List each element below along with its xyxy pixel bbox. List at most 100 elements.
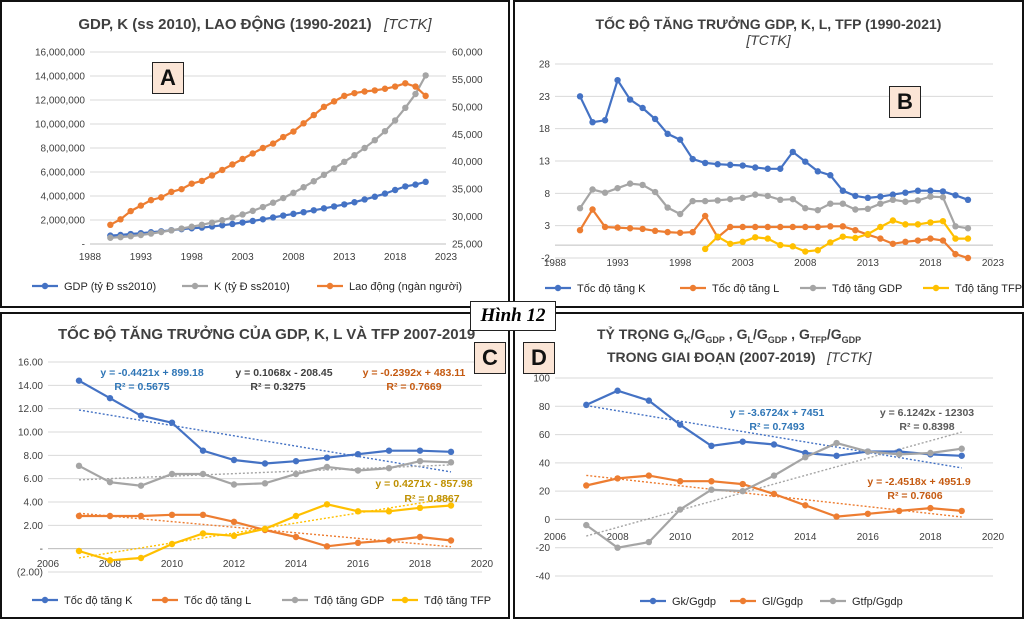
chart-d-x-tick-label: 2008 <box>606 532 629 543</box>
panel-c: TỐC ĐỘ TĂNG TRƯỞNG CỦA GDP, K, L VÀ TFP … <box>0 312 510 619</box>
chart-b-point-1 <box>952 250 959 258</box>
chart-b-point-0 <box>964 196 972 203</box>
chart-a-point-0 <box>310 207 317 214</box>
chart-a-point-1 <box>208 219 216 226</box>
chart-a-legend-label: GDP (tỷ Đ ss2010) <box>64 281 156 293</box>
chart-b-legend-label: Tốc độ tăng K <box>577 283 646 295</box>
chart-c-point-3 <box>385 508 393 515</box>
chart-b-point-2 <box>964 225 972 232</box>
chart-c-point-1 <box>137 512 145 520</box>
chart-c-legend-label: Tđộ tăng TFP <box>424 595 491 607</box>
chart-b-point-0 <box>802 158 809 165</box>
chart-c-point-2 <box>230 481 238 488</box>
chart-b-point-0 <box>676 136 684 143</box>
chart-a-point-0 <box>341 201 348 208</box>
chart-a-point-0 <box>371 193 378 200</box>
chart-b-point-0 <box>589 119 596 126</box>
chart-b-point-1 <box>939 237 947 244</box>
chart-a-point-1 <box>351 152 358 159</box>
chart-b-point-0 <box>814 168 821 175</box>
chart-c-point-2 <box>106 478 114 486</box>
chart-c-legend-label: Tđộ tăng GDP <box>314 595 384 607</box>
chart-a-point-2 <box>117 216 124 223</box>
chart-d-point-2 <box>927 449 934 457</box>
chart-a-y-tick-label: 10,000,000 <box>35 120 85 131</box>
chart-b-point-0 <box>576 93 584 100</box>
chart-b-point-3 <box>902 221 909 228</box>
chart-b-point-2 <box>676 210 684 218</box>
chart-c-point-0 <box>354 450 362 458</box>
chart-a-point-1 <box>117 233 124 241</box>
chart-b-point-3 <box>939 217 947 225</box>
chart-d-point-0 <box>958 452 965 459</box>
chart-b-x-tick-label: 2003 <box>732 258 755 269</box>
chart-c-point-0 <box>137 412 145 419</box>
chart-b-point-1 <box>701 212 709 220</box>
chart-a-point-2 <box>229 161 236 168</box>
chart-b-point-3 <box>802 248 809 255</box>
chart-a-point-0 <box>381 190 389 197</box>
chart-c-point-2 <box>385 464 393 472</box>
chart-c-point-3 <box>199 530 207 537</box>
chart-d-x-tick-label: 2016 <box>857 532 880 543</box>
chart-b-point-2 <box>777 196 784 203</box>
chart-a-y-tick-label: 8,000,000 <box>41 144 86 155</box>
chart-a-legend-label: K (tỷ Đ ss2010) <box>214 281 290 293</box>
chart-b-point-2 <box>914 197 922 204</box>
chart-b-x-tick-label: 1993 <box>606 258 629 269</box>
chart-b-x-tick-label: 1998 <box>669 258 692 269</box>
chart-d-point-2 <box>770 472 778 479</box>
chart-d-x-tick-label: 2014 <box>794 532 817 543</box>
chart-d-trend-equation: y = 6.1242x - 12303 <box>880 407 974 419</box>
chart-b-point-3 <box>952 235 959 242</box>
chart-a-point-2 <box>320 103 328 111</box>
chart-b-series-line-3 <box>704 219 968 253</box>
chart-a-point-2 <box>178 185 185 193</box>
chart-b-x-tick-label: 2008 <box>794 258 817 269</box>
chart-a-point-0 <box>300 209 307 216</box>
chart-b-x-tick-label: 1988 <box>544 258 567 269</box>
chart-a-point-2 <box>371 87 378 94</box>
chart-b-point-2 <box>939 194 947 201</box>
chart-b-point-2 <box>639 181 646 189</box>
chart-d-trend-equation: R² = 0.8398 <box>899 421 954 433</box>
chart-b-point-1 <box>927 235 934 242</box>
chart-d-legend-marker <box>649 597 657 605</box>
chart-c-point-2 <box>416 457 424 465</box>
chart-a-y-tick-label: 12,000,000 <box>35 96 85 107</box>
chart-d-title: TỶ TRỌNG GK/GGDP , GL/GGDP , GTFP/GGDP <box>597 326 862 345</box>
chart-b-point-2 <box>764 192 771 200</box>
chart-d-x-tick-label: 2018 <box>919 532 942 543</box>
chart-b-point-0 <box>877 193 884 200</box>
chart-d-subtitle: TRONG GIAI ĐOẠN (2007-2019) [TCTK] <box>607 349 872 365</box>
chart-a-point-1 <box>158 228 165 236</box>
chart-d-point-2 <box>676 506 684 513</box>
chart-a-x-tick-label: 2008 <box>282 252 305 263</box>
chart-b-series-line-2 <box>579 182 969 230</box>
chart-b-y-tick-label: 18 <box>539 124 551 135</box>
chart-d-point-1 <box>645 472 653 479</box>
chart-a-point-0 <box>402 183 409 190</box>
chart-a-point-2 <box>137 202 145 209</box>
chart-a-y-tick-label: 2,000,000 <box>41 216 86 227</box>
chart-b-legend-marker <box>932 284 940 292</box>
chart-a-point-2 <box>402 80 409 87</box>
chart-c-trend-equation: R² = 0.3275 <box>250 381 305 393</box>
chart-a-y2-tick-label: 35,000 <box>452 185 483 196</box>
chart-b: -2 3 8 13 18 23 28 1988 1993 1998 2003 2008 2013 2018… <box>539 60 1022 296</box>
chart-d-point-1 <box>958 507 965 515</box>
chart-b-point-3 <box>827 239 834 246</box>
chart-a-point-2 <box>158 194 165 201</box>
chart-c-point-1 <box>230 518 238 526</box>
chart-a-point-0 <box>280 212 287 219</box>
chart-b-point-1 <box>614 224 621 231</box>
chart-b-point-1 <box>777 223 784 231</box>
chart-d-point-2 <box>802 454 809 461</box>
chart-d-x-tick-label: 2006 <box>544 532 567 543</box>
chart-c-point-3 <box>230 532 238 540</box>
chart-b-point-2 <box>626 180 634 187</box>
chart-b-legend-marker <box>809 284 817 292</box>
chart-d-point-2 <box>833 439 840 447</box>
chart-d-point-0 <box>583 401 590 409</box>
chart-d-point-1 <box>895 507 903 515</box>
